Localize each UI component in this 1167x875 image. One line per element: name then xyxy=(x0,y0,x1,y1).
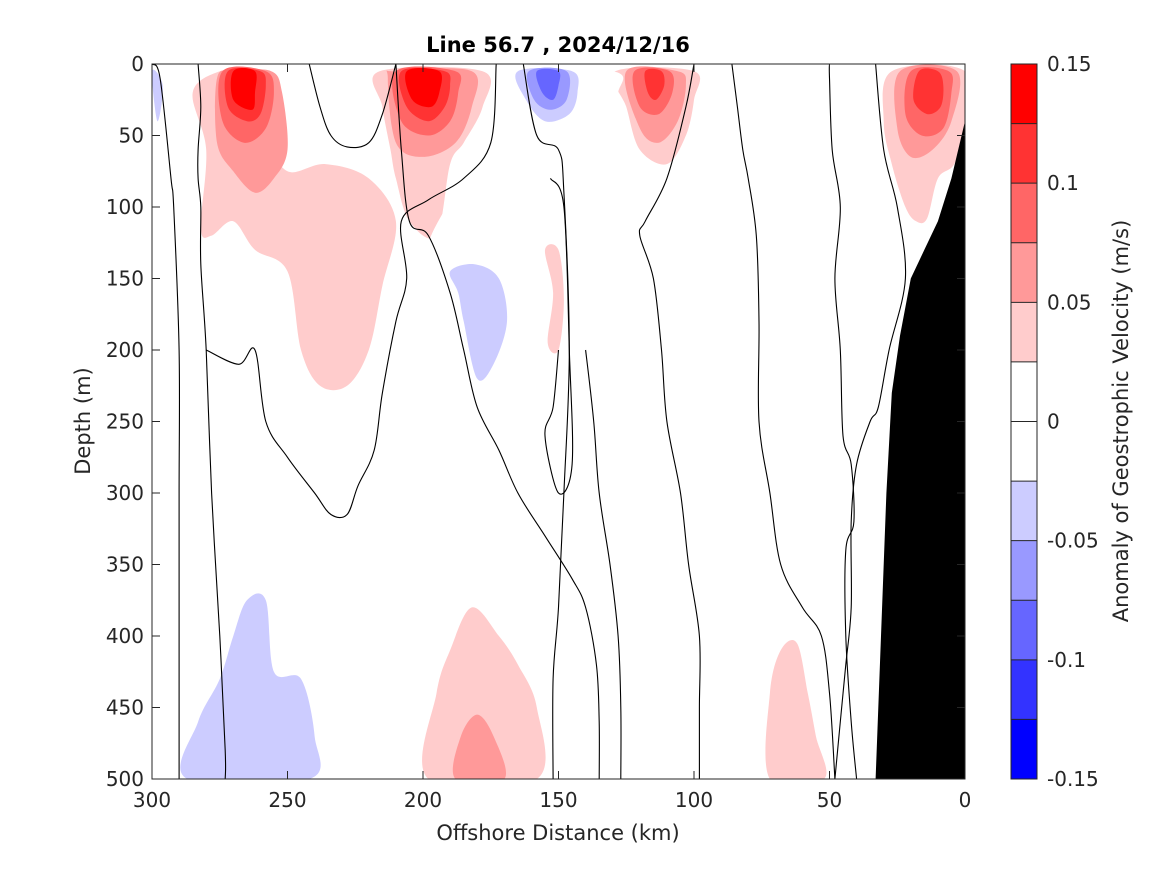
negative-anomaly-region xyxy=(712,66,778,137)
colorbar-block xyxy=(1011,183,1037,243)
zero-contour-line xyxy=(308,64,397,149)
negative-anomaly-region xyxy=(180,593,321,779)
zero-contour-line xyxy=(638,64,701,779)
colorbar-block xyxy=(1011,481,1037,541)
x-axis-label: Offshore Distance (km) xyxy=(436,821,679,845)
negative-anomaly-region xyxy=(152,69,163,122)
zero-contour-line xyxy=(828,64,858,779)
colorbar-tick-label: -0.1 xyxy=(1047,648,1086,672)
zero-contour-line xyxy=(834,64,907,779)
zero-contour-line xyxy=(731,64,836,779)
positive-anomaly-region xyxy=(452,714,506,779)
negative-anomaly-region xyxy=(449,263,508,381)
zero-contour-line xyxy=(152,64,181,779)
y-tick-label: 450 xyxy=(106,696,144,720)
x-tick-label: 150 xyxy=(539,788,577,812)
colorbar-label: Anomaly of Geostrophic Velocity (m/s) xyxy=(1109,220,1133,623)
y-axis-ticks: 0 50 100 150 200 250 300 350 400 450 500 xyxy=(106,52,965,791)
zero-contour-line xyxy=(205,64,497,519)
x-tick-label: 200 xyxy=(404,788,442,812)
x-tick-label: 250 xyxy=(268,788,306,812)
zero-contour-line xyxy=(522,64,570,779)
colorbar-tick-label: 0.05 xyxy=(1047,290,1092,314)
y-tick-label: 250 xyxy=(106,410,144,434)
positive-anomaly-region xyxy=(405,68,443,108)
colorbar-block xyxy=(1011,659,1037,720)
colorbar-block xyxy=(1011,421,1037,482)
colorbar-block xyxy=(1011,302,1037,362)
colorbar-block xyxy=(1011,540,1037,601)
zero-contour-layer xyxy=(152,64,907,779)
colorbar-block xyxy=(1011,242,1037,303)
negative-anomaly-region xyxy=(320,69,359,115)
y-tick-label: 400 xyxy=(106,624,144,648)
positive-anomaly-region xyxy=(913,68,944,115)
positive-anomaly-region xyxy=(544,244,564,354)
y-tick-label: 150 xyxy=(106,267,144,291)
colorbar-block xyxy=(1011,719,1037,779)
colorbar-frame xyxy=(1010,63,1038,780)
zero-contour-line xyxy=(395,64,600,779)
colorbar: -0.15 -0.1 -0.05 0 0.05 0.1 0.15 Anomaly of Ge… xyxy=(1010,52,1133,791)
plot-area xyxy=(151,63,966,780)
y-tick-label: 100 xyxy=(106,195,144,219)
y-tick-label: 500 xyxy=(106,767,144,791)
positive-anomaly-region xyxy=(644,68,665,101)
colorbar-block xyxy=(1011,600,1037,660)
colorbar-tick-label: -0.15 xyxy=(1047,767,1099,791)
negative-anomaly-region xyxy=(829,205,841,265)
x-tick-label: 0 xyxy=(959,788,972,812)
x-tick-label: 50 xyxy=(817,788,842,812)
colorbar-tick-label: 0.15 xyxy=(1047,52,1092,76)
positive-anomaly-region xyxy=(230,68,257,110)
velocity-fill-layer xyxy=(152,64,965,779)
x-tick-label: 100 xyxy=(675,788,713,812)
colorbar-block xyxy=(1011,123,1037,184)
negative-anomaly-region xyxy=(780,141,803,276)
bathymetry-seafloor xyxy=(875,121,965,779)
y-tick-label: 300 xyxy=(106,481,144,505)
zero-contour-line xyxy=(585,349,622,779)
y-tick-label: 0 xyxy=(131,52,144,76)
positive-anomaly-region xyxy=(765,640,827,779)
colorbar-tick-label: 0 xyxy=(1047,410,1060,434)
colorbar-tick-label: -0.05 xyxy=(1047,529,1099,553)
y-tick-label: 200 xyxy=(106,338,144,362)
y-tick-label: 50 xyxy=(119,124,144,148)
negative-anomaly-region xyxy=(536,68,561,101)
colorbar-block xyxy=(1011,361,1037,422)
colorbar-block xyxy=(1011,64,1037,124)
zero-contour-line xyxy=(544,178,574,495)
colorbar-blocks xyxy=(1011,64,1037,779)
positive-anomaly-region xyxy=(422,607,546,779)
colorbar-ticks: -0.15 -0.1 -0.05 0 0.05 0.1 0.15 xyxy=(1047,52,1099,791)
y-tick-label: 350 xyxy=(106,553,144,577)
chart-title: Line 56.7 , 2024/12/16 xyxy=(426,33,690,57)
colorbar-tick-label: 0.1 xyxy=(1047,171,1079,195)
zero-contour-line xyxy=(197,64,227,779)
x-axis-ticks: 300 250 200 150 100 50 0 xyxy=(133,64,971,812)
y-axis-label: Depth (m) xyxy=(71,367,95,474)
bathymetry-layer xyxy=(875,121,965,779)
x-tick-label: 300 xyxy=(133,788,171,812)
